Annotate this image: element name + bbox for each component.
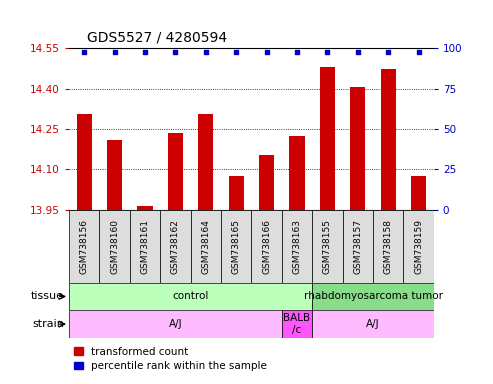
Bar [229,176,244,210]
Bar [282,310,312,338]
Bar [168,133,183,210]
Bar [312,210,343,283]
Bar [320,67,335,210]
Point [384,49,392,55]
Bar [403,210,434,283]
Bar [69,283,312,310]
Text: GSM738165: GSM738165 [232,218,241,274]
Text: rhabdomyosarcoma tumor: rhabdomyosarcoma tumor [304,291,443,301]
Bar [221,210,251,283]
Legend: transformed count, percentile rank within the sample: transformed count, percentile rank withi… [74,347,267,371]
Text: GSM738156: GSM738156 [80,218,89,274]
Bar [107,140,122,210]
Bar [343,210,373,283]
Point [263,49,271,55]
Point [323,49,331,55]
Bar [381,68,396,210]
Bar [198,114,213,210]
Bar [160,210,191,283]
Text: strain: strain [32,319,64,329]
Text: A/J: A/J [366,319,380,329]
Bar [251,210,282,283]
Bar [282,210,312,283]
Text: GSM738158: GSM738158 [384,218,393,274]
Bar [69,310,282,338]
Text: GSM738161: GSM738161 [141,218,149,274]
Text: GSM738162: GSM738162 [171,219,180,273]
Point [293,49,301,55]
Bar [259,154,274,210]
Text: GSM738160: GSM738160 [110,218,119,274]
Bar [76,114,92,210]
Bar [138,205,153,210]
Point [232,49,240,55]
Bar [289,136,305,210]
Point [354,49,362,55]
Bar [373,210,403,283]
Text: tissue: tissue [31,291,64,301]
Point [202,49,210,55]
Bar [130,210,160,283]
Bar [312,283,434,310]
Bar [411,176,426,210]
Text: A/J: A/J [169,319,182,329]
Text: GDS5527 / 4280594: GDS5527 / 4280594 [87,30,227,45]
Bar [69,210,100,283]
Text: GSM738157: GSM738157 [353,218,362,274]
Text: GSM738163: GSM738163 [292,218,302,274]
Point [172,49,179,55]
Text: GSM738166: GSM738166 [262,218,271,274]
Bar [312,310,434,338]
Text: control: control [173,291,209,301]
Text: GSM738164: GSM738164 [201,219,211,273]
Bar [100,210,130,283]
Point [80,49,88,55]
Bar [350,87,365,210]
Point [141,49,149,55]
Text: BALB
/c: BALB /c [283,313,311,335]
Text: GSM738159: GSM738159 [414,218,423,274]
Bar [191,210,221,283]
Point [110,49,119,55]
Point [415,49,423,55]
Text: GSM738155: GSM738155 [323,218,332,274]
